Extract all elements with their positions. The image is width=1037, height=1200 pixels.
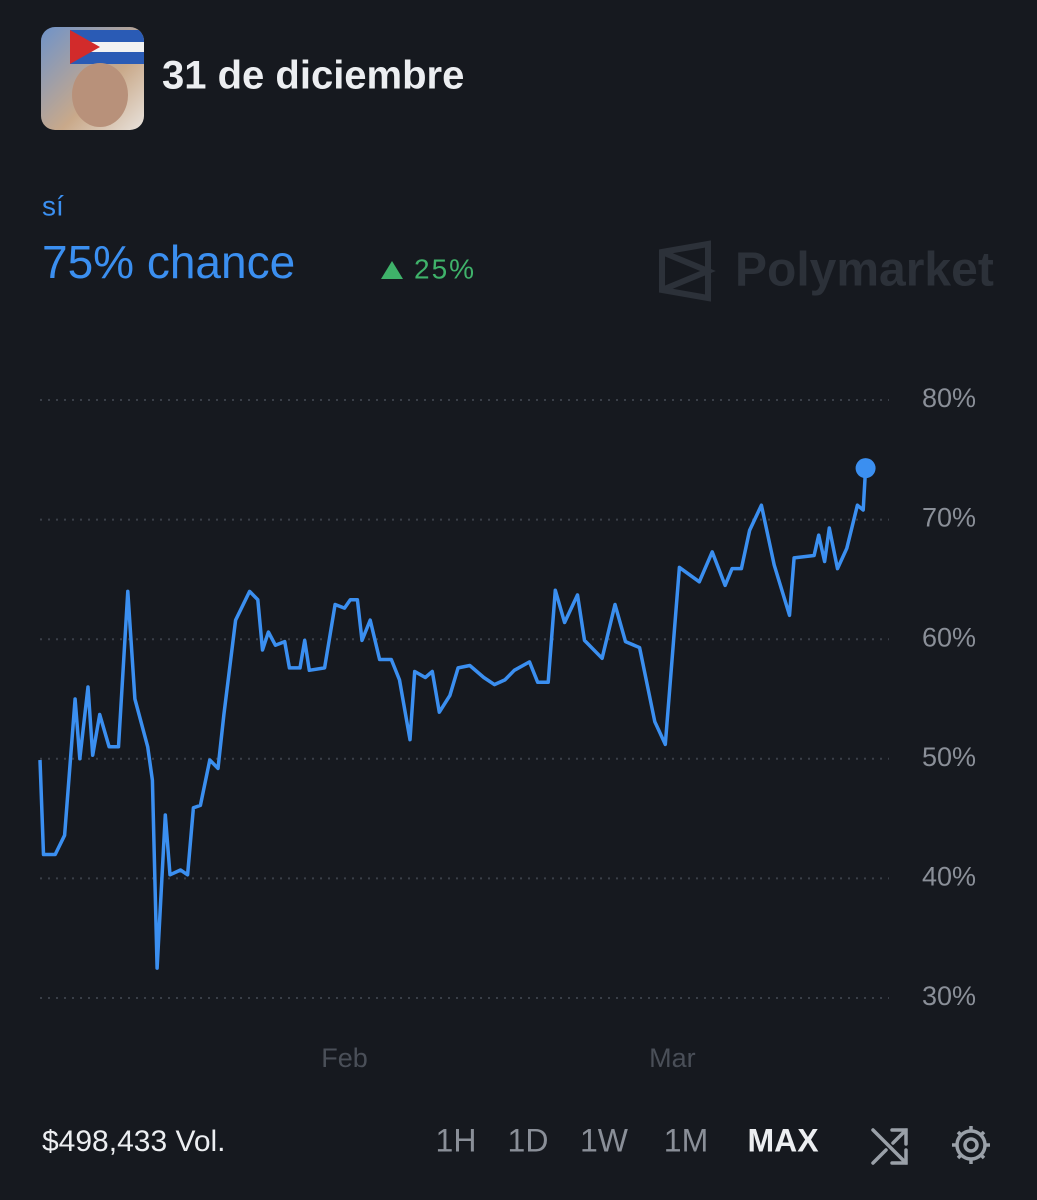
range-button[interactable]: 1H: [436, 1122, 477, 1158]
range-buttons: 1H 1D 1W 1M MAX: [436, 1122, 820, 1158]
range-button[interactable]: 1W: [580, 1122, 629, 1158]
range-button[interactable]: 1D: [508, 1122, 549, 1158]
x-tick-label: Feb: [321, 1043, 368, 1073]
logo: [659, 240, 716, 302]
up-arrow: [381, 261, 403, 279]
avatar: [41, 27, 144, 130]
chart: 30% 40% 50% 60% 70% 80% Feb Mar: [38, 383, 976, 1073]
y-tick-label: 30%: [922, 981, 976, 1011]
y-tick-label: 80%: [922, 383, 976, 413]
range-button[interactable]: 1M: [664, 1122, 708, 1158]
settings-icon[interactable]: [952, 1126, 990, 1164]
title: 31 de diciembre: [162, 54, 464, 98]
y-tick-label: 40%: [922, 862, 976, 892]
outcome-name: sí: [42, 190, 64, 221]
y-tick-label: 50%: [922, 742, 976, 772]
y-tick-label: 60%: [922, 622, 976, 652]
y-tick-label: 70%: [922, 503, 976, 533]
last-point: [855, 458, 876, 479]
watermark: Polymarket: [735, 244, 994, 297]
change: 25%: [414, 253, 476, 284]
range-button[interactable]: MAX: [747, 1122, 819, 1158]
shuffle-icon[interactable]: [871, 1128, 908, 1165]
price-line: [38, 468, 868, 970]
volume: $498,433 Vol.: [42, 1125, 226, 1158]
x-tick-label: Mar: [649, 1043, 696, 1073]
chance: 75% chance: [42, 236, 295, 288]
